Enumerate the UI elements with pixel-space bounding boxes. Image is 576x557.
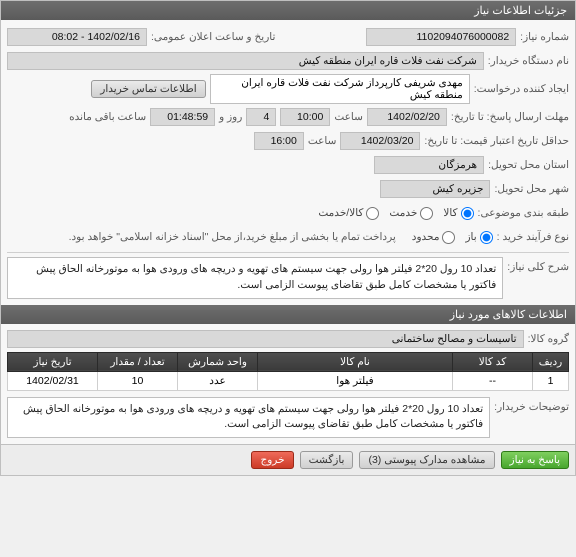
req-number-value: 1102094076000082 — [366, 28, 516, 46]
grid-cell: 1 — [533, 371, 569, 390]
req-number-label: شماره نیاز: — [520, 31, 569, 43]
grid-cell: فیلتر هوا — [258, 371, 453, 390]
group-value: تاسیسات و مصالح ساختمانی — [7, 330, 524, 348]
radio-open[interactable]: باز — [465, 231, 492, 244]
buyer-org-value: شرکت نفت فلات قاره ایران منطقه کیش — [7, 52, 484, 70]
grid-header-row: ردیفکد کالانام کالاواحد شمارشتعداد / مقد… — [8, 352, 569, 371]
class-label: طبقه بندی موضوعی: — [478, 207, 569, 219]
buyer-notes-text: تعداد 10 رول 20*2 فیلتر هوا رولی جهت سیس… — [7, 397, 490, 439]
grid-cell: 1402/02/31 — [8, 371, 98, 390]
buy-process-label: نوع فرآیند خرید : — [497, 231, 569, 243]
radio-goods[interactable]: کالا — [443, 207, 473, 220]
creator-value: مهدی شریفی کارپرداز شرکت نفت فلات قاره ا… — [210, 74, 470, 104]
radio-goods-input[interactable] — [461, 207, 474, 220]
radio-service-input[interactable] — [420, 207, 433, 220]
grid-col-header: ردیف — [533, 352, 569, 371]
summary-text: تعداد 10 رول 20*2 فیلتر هوا رولی جهت سیس… — [7, 257, 503, 299]
grid-body: 1--فیلتر هواعدد101402/02/31 — [8, 371, 569, 390]
contact-buyer-button[interactable]: اطلاعات تماس خریدار — [91, 80, 205, 98]
table-row[interactable]: 1--فیلتر هواعدد101402/02/31 — [8, 371, 569, 390]
radio-limited-input[interactable] — [442, 231, 455, 244]
remain-days-label: روز و — [219, 111, 242, 123]
buy-process-note: پرداخت تمام یا بخشی از مبلغ خرید،از محل … — [69, 231, 396, 243]
grid-col-header: کد کالا — [453, 352, 533, 371]
valid-until-date: 1402/03/20 — [340, 132, 420, 150]
city-value: جزیره کیش — [380, 180, 490, 198]
city-label: شهر محل تحویل: — [494, 183, 569, 195]
radio-open-input[interactable] — [480, 231, 493, 244]
divider — [7, 252, 569, 253]
grid-cell: 10 — [98, 371, 178, 390]
announce-label: تاریخ و ساعت اعلان عمومی: — [151, 31, 275, 43]
buyer-notes-label: توضیحات خریدار: — [494, 397, 569, 413]
radio-limited[interactable]: محدود — [412, 231, 456, 244]
exit-button[interactable]: خروج — [251, 451, 293, 469]
panel-body: شماره نیاز: 1102094076000082 تاریخ و ساع… — [1, 20, 575, 444]
grid-cell: -- — [453, 371, 533, 390]
remain-days: 4 — [246, 108, 276, 126]
grid-col-header: نام کالا — [258, 352, 453, 371]
radio-service[interactable]: خدمت — [389, 207, 433, 220]
items-section-header: اطلاعات کالاهای مورد نیاز — [1, 305, 575, 324]
send-deadline-time: 10:00 — [280, 108, 330, 126]
send-deadline-label: مهلت ارسال پاسخ: تا تاریخ: — [451, 111, 569, 123]
footer-bar: پاسخ به نیاز مشاهده مدارک پیوستی (3) باز… — [1, 444, 575, 475]
grid-col-header: واحد شمارش — [178, 352, 258, 371]
panel-title: جزئیات اطلاعات نیاز — [1, 1, 575, 20]
remain-time: 01:48:59 — [150, 108, 215, 126]
details-panel: جزئیات اطلاعات نیاز شماره نیاز: 11020940… — [0, 0, 576, 476]
province-value: هرمزگان — [374, 156, 484, 174]
valid-until-time: 16:00 — [254, 132, 304, 150]
announce-value: 1402/02/16 - 08:02 — [7, 28, 147, 46]
buyer-org-label: نام دستگاه خریدار: — [488, 55, 569, 67]
summary-label: شرح کلی نیاز: — [507, 257, 569, 273]
grid-col-header: تاریخ نیاز — [8, 352, 98, 371]
items-grid: ردیفکد کالانام کالاواحد شمارشتعداد / مقد… — [7, 352, 569, 391]
radio-goods-service-input[interactable] — [366, 207, 379, 220]
creator-label: ایجاد کننده درخواست: — [474, 83, 569, 95]
reply-button[interactable]: پاسخ به نیاز — [501, 451, 569, 469]
grid-cell: عدد — [178, 371, 258, 390]
valid-until-time-label: ساعت — [308, 135, 337, 147]
send-deadline-time-label: ساعت — [334, 111, 363, 123]
group-label: گروه کالا: — [528, 333, 569, 345]
back-button[interactable]: بازگشت — [300, 451, 354, 469]
radio-goods-service[interactable]: کالا/خدمت — [318, 207, 379, 220]
remain-suffix: ساعت باقی مانده — [69, 111, 146, 123]
attachments-button[interactable]: مشاهده مدارک پیوستی (3) — [359, 451, 494, 469]
send-deadline-date: 1402/02/20 — [367, 108, 447, 126]
grid-col-header: تعداد / مقدار — [98, 352, 178, 371]
valid-until-label: حداقل تاریخ اعتبار قیمت: تا تاریخ: — [424, 135, 569, 147]
province-label: استان محل تحویل: — [488, 159, 569, 171]
